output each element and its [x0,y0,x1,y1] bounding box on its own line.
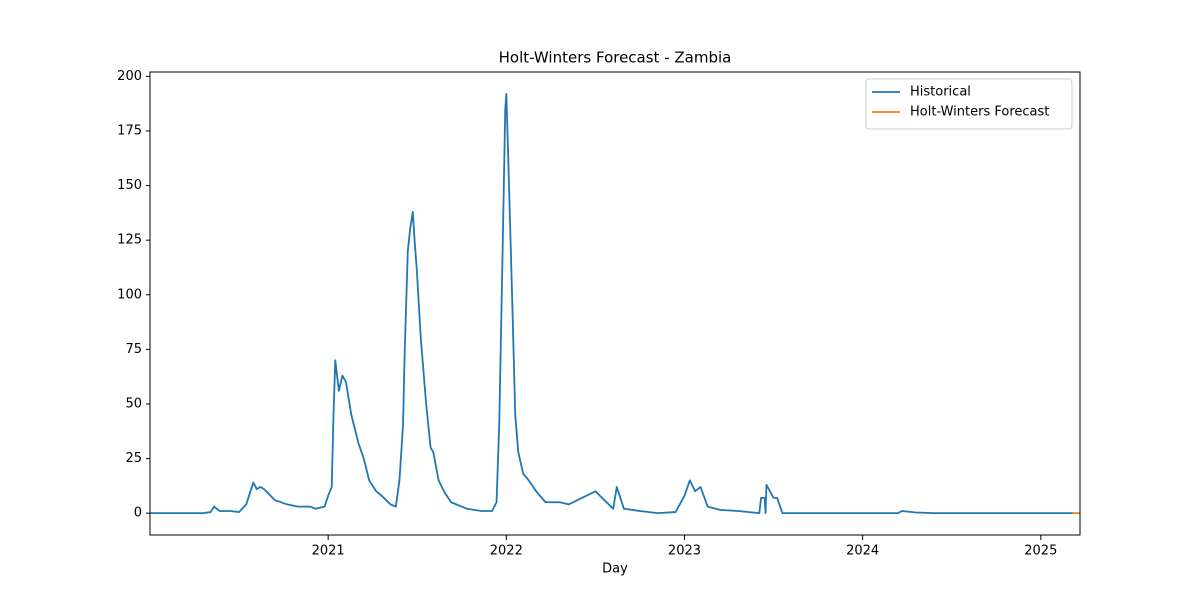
y-tick-label: 100 [117,287,142,302]
x-tick-label: 2025 [1024,544,1057,559]
y-tick-label: 200 [117,69,142,84]
x-tick-label: 2021 [312,544,345,559]
y-tick-label: 75 [125,342,142,357]
plot-frame [149,71,1081,536]
series-line [150,92,1073,515]
y-tick-label: 150 [117,178,142,193]
chart-title: Holt-Winters Forecast - Zambia [499,49,732,67]
x-tick-label: 2024 [846,544,879,559]
y-tick-label: 175 [117,123,142,138]
legend-label: Holt-Winters Forecast [910,105,1049,120]
x-axis-label: Day [602,562,628,577]
y-tick-label: 50 [125,396,142,411]
legend-box [865,78,1073,130]
y-tick-label: 0 [134,506,142,521]
y-tick-label: 25 [125,451,142,466]
x-tick-label: 2022 [490,544,523,559]
y-tick-label: 125 [117,233,142,248]
legend-label: Historical [910,85,971,100]
x-tick-label: 2023 [668,544,701,559]
